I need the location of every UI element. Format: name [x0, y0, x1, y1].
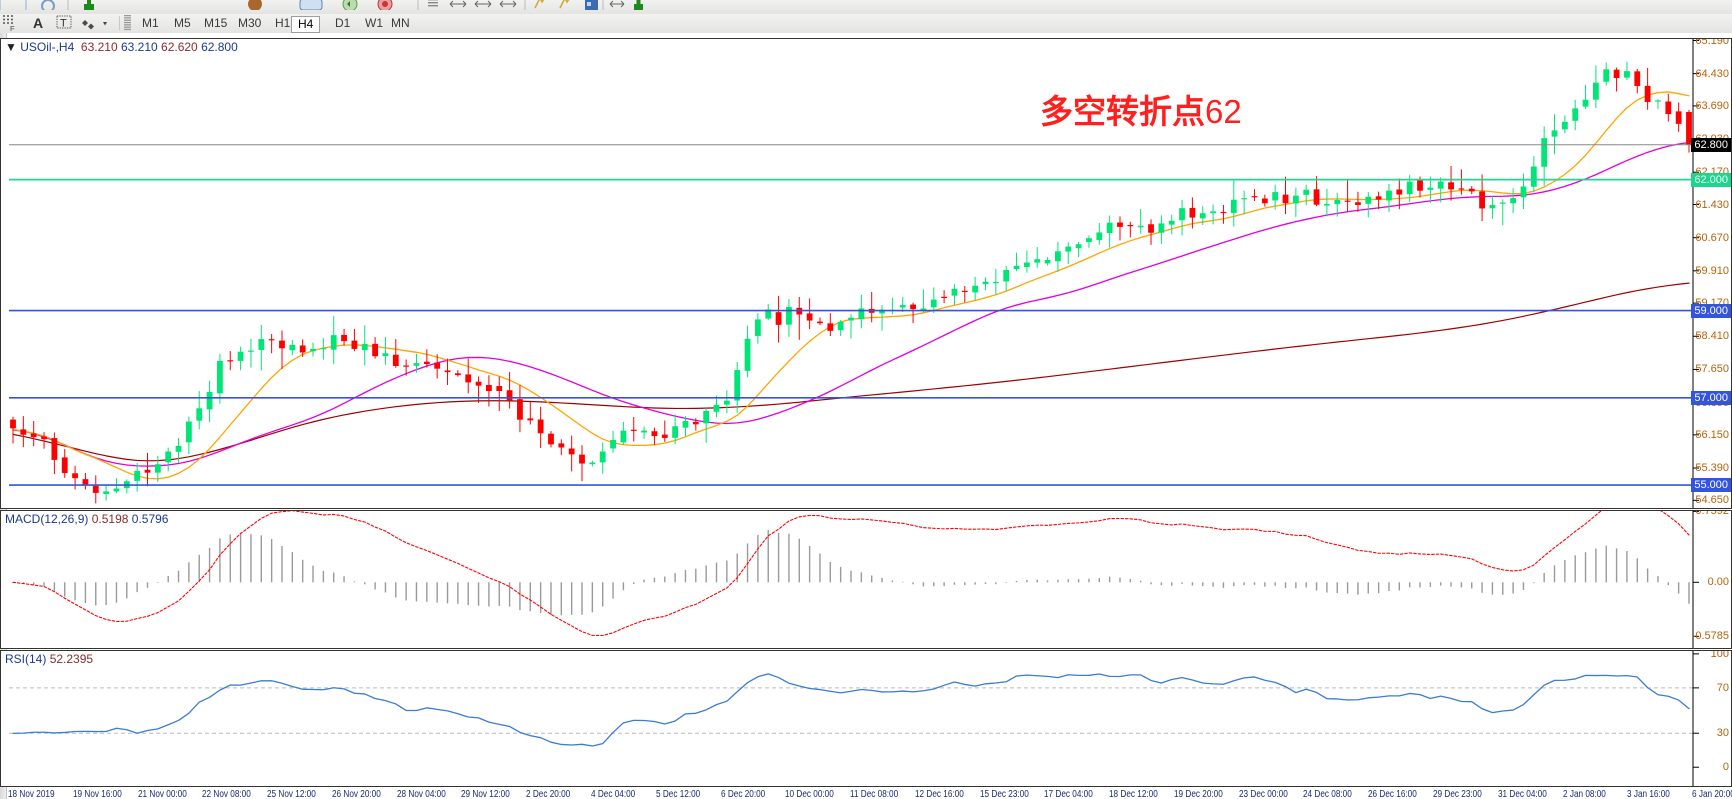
- svg-text:F: F: [10, 24, 15, 33]
- svg-text:A: A: [33, 15, 43, 31]
- svg-text:T: T: [60, 18, 67, 30]
